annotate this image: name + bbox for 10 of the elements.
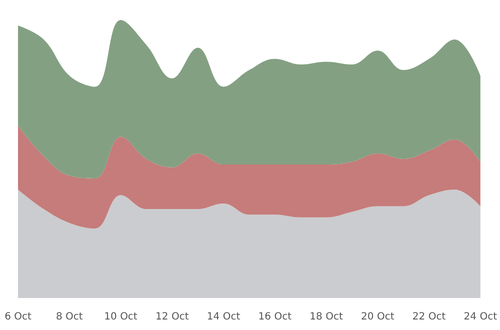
x-tick-label: 10 Oct: [104, 312, 138, 322]
x-tick-label: 20 Oct: [361, 312, 394, 322]
x-tick-label: 22 Oct: [412, 312, 446, 322]
x-tick-label: 6 Oct: [4, 312, 32, 322]
x-tick-label: 8 Oct: [56, 312, 83, 322]
x-tick-label: 14 Oct: [206, 312, 240, 322]
x-tick-label: 16 Oct: [258, 312, 292, 322]
x-tick-label: 18 Oct: [310, 312, 343, 322]
x-tick-label: 12 Oct: [156, 312, 189, 322]
x-tick-label: 24 Oct: [464, 312, 498, 322]
